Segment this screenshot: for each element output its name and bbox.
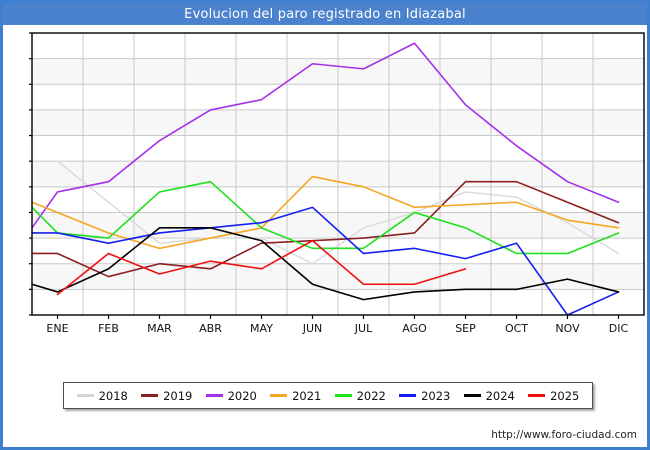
legend-swatch-icon	[463, 394, 481, 397]
series-line-2022	[31, 180, 620, 255]
legend-label: 2024	[485, 388, 515, 403]
x-axis-label-MAY: MAY	[250, 322, 273, 335]
page-title: Evolucion del paro registrado en Idiazab…	[184, 6, 466, 22]
series-line-2018	[56, 160, 620, 265]
legend-item-2023[interactable]: 2023	[399, 389, 450, 403]
legend-label: 2023	[421, 388, 451, 403]
source-url: http://www.foro-ciudad.com	[491, 429, 637, 441]
x-axis-label-DIC: DIC	[609, 322, 629, 335]
legend-swatch-icon	[270, 394, 288, 397]
legend-label: 2020	[227, 388, 257, 403]
legend-item-2024[interactable]: 2024	[463, 388, 515, 403]
legend-swatch-icon	[399, 394, 417, 397]
line-chart: 404550556065707580859095ENEFEBMARABRMAYJ…	[29, 32, 645, 335]
x-axis-label-OCT: OCT	[505, 322, 528, 335]
legend-swatch-icon	[141, 394, 159, 397]
series-line-2021	[31, 175, 620, 250]
chart-plot-area: 404550556065707580859095ENEFEBMARABRMAYJ…	[29, 28, 647, 341]
legend-swatch-icon	[334, 394, 352, 397]
x-axis-label-ENE: ENE	[46, 322, 68, 335]
legend-swatch-icon	[528, 394, 546, 397]
legend-label: 2018	[98, 388, 128, 403]
x-axis-label-NOV: NOV	[555, 322, 580, 335]
chart-legend: 2018 2019 2020 2021 2022 2023 2024 2025	[63, 382, 593, 409]
x-axis-label-JUL: JUL	[354, 322, 373, 335]
legend-swatch-icon	[205, 394, 223, 397]
legend-swatch-icon	[76, 394, 94, 397]
series-line-2023	[31, 206, 620, 316]
series-line-2025	[56, 239, 467, 296]
legend-item-2020[interactable]: 2020	[205, 388, 257, 403]
series-line-2020	[31, 42, 620, 229]
x-axis-label-MAR: MAR	[147, 322, 172, 335]
legend-item-2022[interactable]: 2022	[334, 388, 386, 403]
x-axis-label-ABR: ABR	[199, 322, 222, 335]
legend-label: 2019	[163, 388, 193, 403]
x-axis-label-JUN: JUN	[302, 322, 323, 335]
legend-label: 2022	[356, 388, 386, 403]
legend-label: 2025	[550, 388, 580, 403]
legend-item-2025[interactable]: 2025	[528, 389, 579, 403]
series-line-2024	[31, 227, 620, 301]
x-axis-label-FEB: FEB	[98, 322, 119, 335]
legend-item-2019[interactable]: 2019	[141, 389, 192, 403]
plot-border	[31, 32, 645, 316]
window-title-bar: Evolucion del paro registrado en Idiazab…	[3, 3, 647, 25]
legend-item-2018[interactable]: 2018	[76, 388, 128, 403]
x-axis-label-SEP: SEP	[455, 322, 476, 335]
legend-label: 2021	[292, 388, 322, 403]
legend-item-2021[interactable]: 2021	[270, 389, 321, 403]
x-axis-label-AGO: AGO	[402, 322, 427, 335]
